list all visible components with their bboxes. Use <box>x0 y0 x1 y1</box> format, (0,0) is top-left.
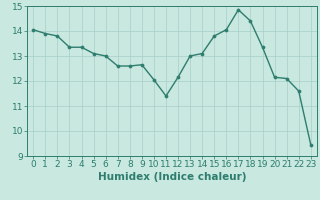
X-axis label: Humidex (Indice chaleur): Humidex (Indice chaleur) <box>98 172 246 182</box>
